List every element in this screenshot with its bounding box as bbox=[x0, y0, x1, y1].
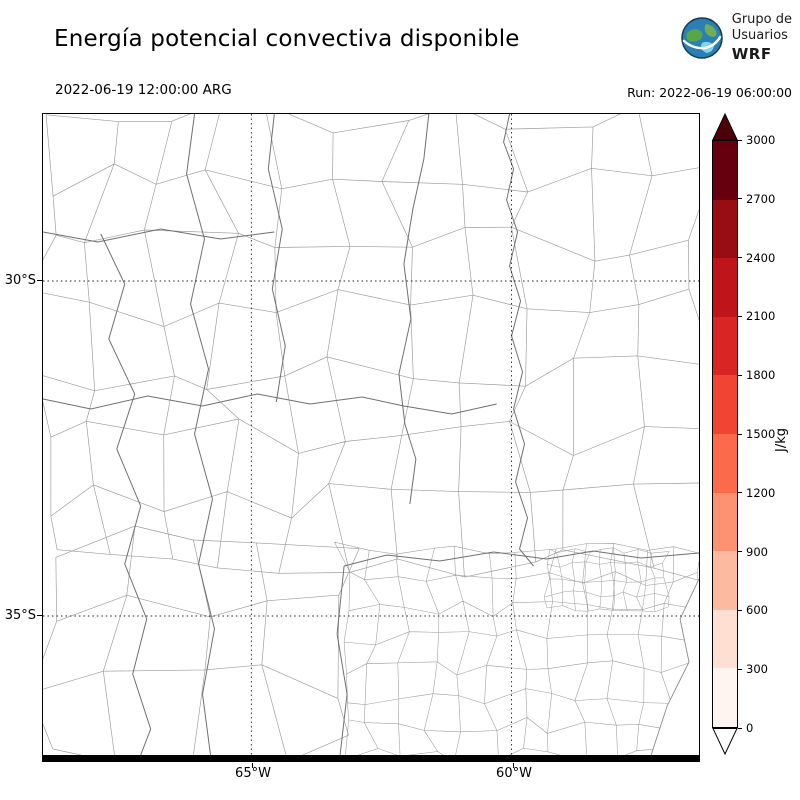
page-title: Energía potencial convectiva disponible bbox=[54, 26, 520, 52]
colorbar-tick: 1800 bbox=[738, 368, 775, 382]
colorbar-tick: 2400 bbox=[738, 251, 775, 265]
wrf-logo-globe-icon bbox=[681, 16, 723, 59]
colorbar-segment bbox=[713, 551, 737, 610]
colorbar-segment bbox=[713, 258, 737, 317]
x-tickmark-60w bbox=[513, 763, 514, 768]
colorbar-under-arrow bbox=[712, 728, 738, 755]
logo-text-wrf: WRF bbox=[731, 44, 772, 63]
run-time-label: Run: 2022-06-19 06:00:00 bbox=[627, 85, 792, 100]
province-boundaries bbox=[43, 114, 699, 755]
x-tickmark-65w bbox=[252, 763, 253, 768]
colorbar-segment bbox=[713, 609, 737, 669]
colorbar-segment bbox=[713, 668, 737, 727]
y-tickmark-35s bbox=[37, 615, 42, 616]
colorbar-segment bbox=[713, 375, 737, 434]
department-mesh-lines bbox=[543, 547, 670, 613]
ocean-mask bbox=[651, 579, 699, 755]
x-axis-tick-65w: 65°W bbox=[235, 766, 271, 781]
colorbar-segment bbox=[713, 433, 737, 493]
colorbar-segment bbox=[713, 141, 737, 200]
colorbar-tick: 2700 bbox=[738, 192, 775, 206]
colorbar-ticks: 3000 2700 2400 2100 1800 1500 1200 900 600 300 0 bbox=[738, 133, 793, 735]
colorbar-tick: 300 bbox=[738, 662, 768, 676]
department-boundaries-mesh bbox=[43, 114, 699, 755]
y-tickmark-30s bbox=[37, 280, 42, 281]
atlantic-coastline bbox=[650, 578, 699, 755]
colorbar-tick: 0 bbox=[738, 721, 753, 735]
colorbar-tick: 3000 bbox=[738, 133, 775, 147]
map-canvas bbox=[43, 114, 699, 755]
colorbar-tick: 900 bbox=[738, 545, 768, 559]
valid-time-label: 2022-06-19 12:00:00 ARG bbox=[55, 82, 232, 98]
colorbar-over-arrow bbox=[712, 113, 738, 140]
department-mesh-lines bbox=[43, 525, 360, 755]
colorbar bbox=[712, 113, 738, 755]
department-mesh-lines bbox=[334, 541, 699, 755]
y-axis-tick-35s: 35°S bbox=[4, 608, 36, 623]
department-mesh-lines bbox=[43, 114, 699, 581]
colorbar-segment bbox=[713, 199, 737, 259]
logo-text-line1: Grupo de bbox=[731, 12, 792, 27]
y-axis-tick-30s: 30°S bbox=[4, 273, 36, 288]
colorbar-segment bbox=[713, 316, 737, 376]
logo-text-line2: Usuarios bbox=[731, 28, 788, 44]
x-axis-tick-60w: 60°W bbox=[496, 766, 532, 781]
colorbar-strip bbox=[712, 140, 738, 728]
map-frame bbox=[42, 113, 700, 762]
colorbar-unit-label: J/kg bbox=[774, 428, 789, 452]
colorbar-tick: 1200 bbox=[738, 486, 775, 500]
colorbar-tick: 2100 bbox=[738, 309, 775, 323]
colorbar-tick: 1500 bbox=[738, 427, 775, 441]
colorbar-tick: 600 bbox=[738, 603, 768, 617]
wrf-logo: Grupo de Usuarios WRF bbox=[679, 12, 792, 63]
colorbar-segment bbox=[713, 492, 737, 552]
